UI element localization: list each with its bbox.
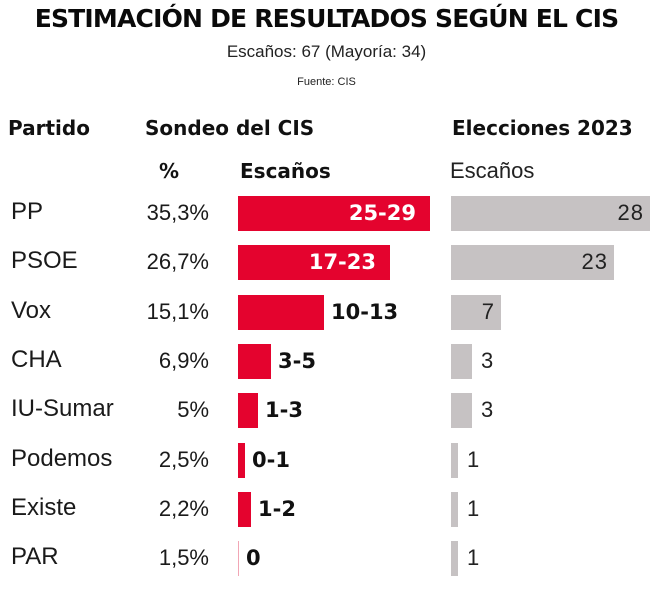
- elections-seats-label: 1: [467, 545, 480, 570]
- survey-seats-bar: [238, 295, 324, 330]
- percent-label: 5%: [177, 397, 209, 422]
- elections-seats-bar: [451, 492, 458, 527]
- percent-label: 2,5%: [158, 447, 209, 472]
- percent-label: 26,7%: [146, 249, 209, 274]
- survey-seats-bar: [238, 443, 245, 478]
- survey-seats-label: 0-1: [252, 448, 290, 472]
- elections-seats-bar: [451, 541, 458, 576]
- column-header-party: Partido: [8, 116, 90, 140]
- party-label: Existe: [11, 494, 77, 521]
- column-header-survey: Sondeo del CIS: [145, 116, 315, 140]
- column-header-percent: %: [159, 159, 180, 183]
- party-label: IU-Sumar: [11, 395, 114, 422]
- party-label: Podemos: [11, 445, 113, 472]
- elections-seats-bar: [451, 393, 472, 428]
- survey-seats-bar: [238, 393, 258, 428]
- elections-seats-bar: [451, 443, 458, 478]
- survey-seats-label: 17-23: [308, 250, 376, 274]
- percent-label: 35,3%: [146, 200, 209, 225]
- elections-seats-label: 28: [617, 200, 644, 225]
- survey-seats-bar: [238, 344, 271, 379]
- survey-seats-bar: [238, 541, 239, 576]
- percent-label: 2,2%: [158, 496, 209, 521]
- party-label: PP: [11, 198, 44, 225]
- elections-seats-bar: [451, 344, 472, 379]
- party-label: Vox: [11, 297, 52, 324]
- column-header-elections: Elecciones 2023: [452, 116, 633, 140]
- survey-seats-bar: [238, 196, 430, 231]
- survey-seats-bar: [238, 492, 251, 527]
- elections-seats-bar: [451, 196, 650, 231]
- elections-seats-bar: [451, 245, 614, 280]
- percent-label: 15,1%: [146, 299, 209, 324]
- survey-seats-label: 0: [246, 546, 261, 570]
- elections-seats-label: 1: [467, 447, 480, 472]
- elections-seats-label: 3: [481, 397, 494, 422]
- percent-label: 6,9%: [158, 348, 209, 373]
- elections-seats-label: 3: [481, 348, 494, 373]
- source-note: Fuente: CIS: [297, 76, 356, 88]
- elections-seats-label: 7: [481, 299, 495, 324]
- column-header-elections-seats: Escaños: [450, 158, 535, 183]
- party-label: PSOE: [11, 247, 78, 274]
- chart-subtitle: Escaños: 67 (Mayoría: 34): [226, 42, 427, 61]
- elections-seats-label: 1: [467, 496, 480, 521]
- elections-seats-bar: [451, 295, 501, 330]
- column-header-survey-seats: Escaños: [240, 159, 331, 183]
- survey-seats-label: 1-2: [258, 497, 296, 521]
- elections-seats-label: 23: [581, 249, 608, 274]
- chart-title: ESTIMACIÓN DE RESULTADOS SEGÚN EL CIS: [34, 4, 619, 33]
- party-label: PAR: [11, 543, 59, 570]
- survey-seats-label: 25-29: [348, 201, 416, 225]
- survey-seats-label: 10-13: [331, 300, 399, 324]
- survey-seats-label: 1-3: [265, 398, 303, 422]
- survey-seats-label: 3-5: [278, 349, 316, 373]
- percent-label: 1,5%: [158, 545, 209, 570]
- survey-seats-bar: [238, 245, 390, 280]
- party-label: CHA: [11, 346, 62, 373]
